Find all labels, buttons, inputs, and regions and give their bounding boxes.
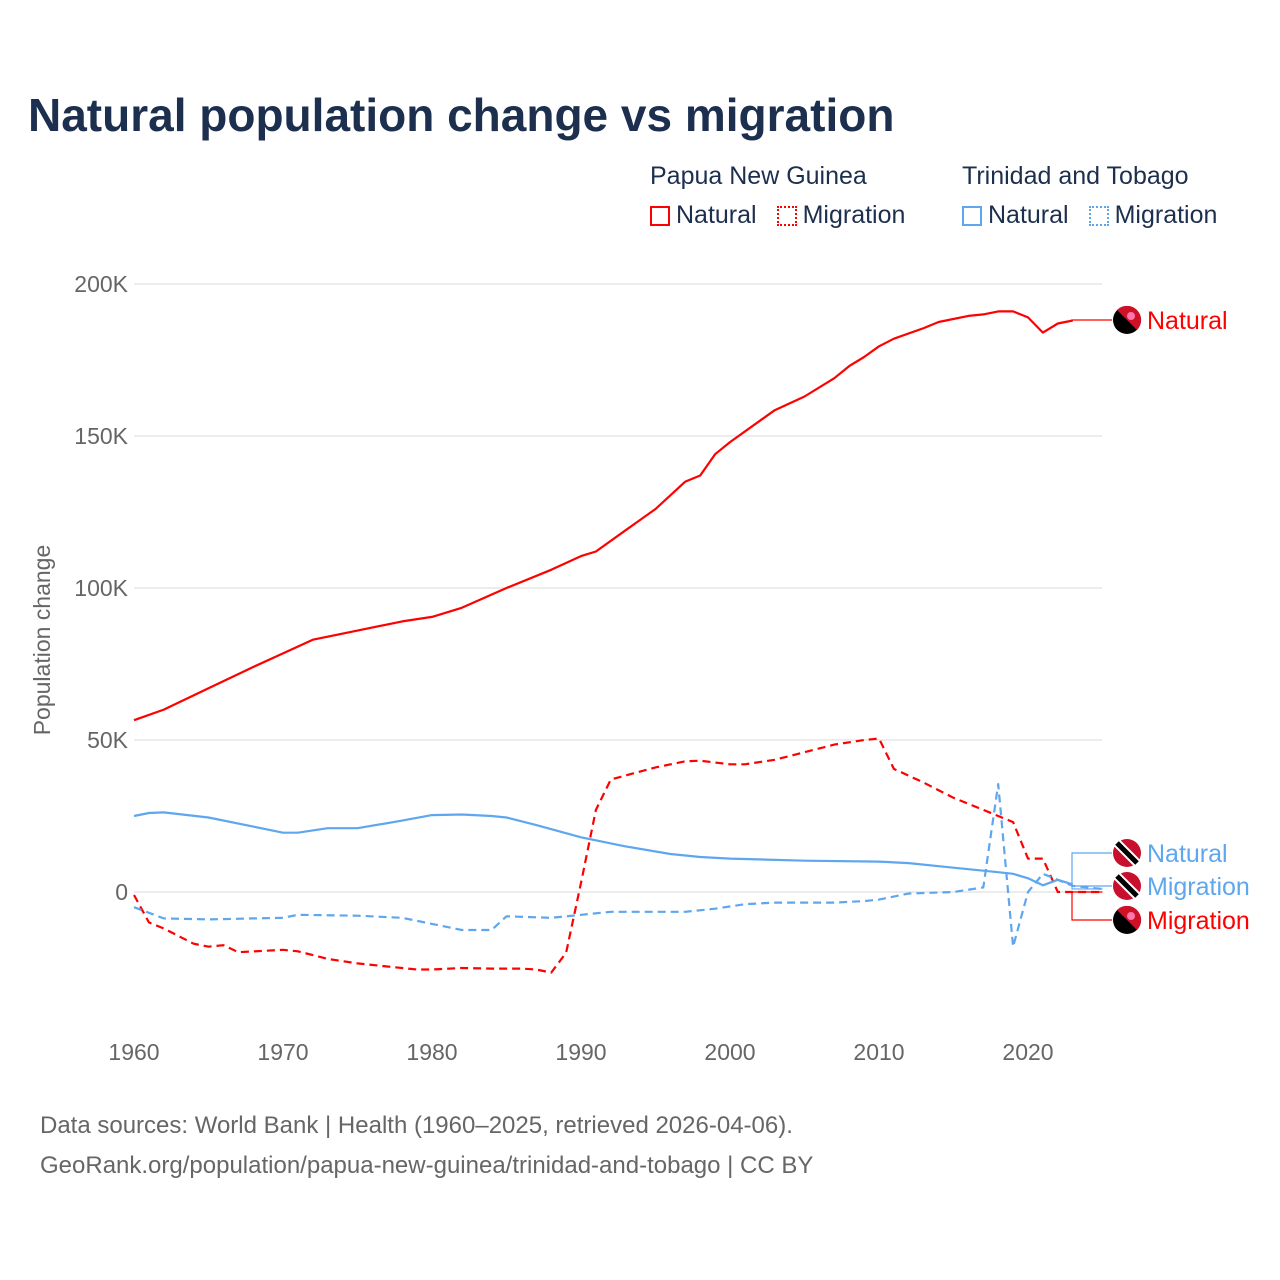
flag-black [1115, 874, 1139, 898]
series-line-trinidad-and-tobago-migration [133, 783, 1103, 948]
chart-title: Natural population change vs migration [28, 89, 895, 141]
flag-black [1115, 841, 1139, 865]
label-connector [1071, 891, 1112, 921]
data-source: Data sources: World Bank | Health (1960–… [40, 1112, 793, 1139]
png-flag-icon [1113, 305, 1142, 334]
legend-group-png: Papua New Guinea Natural Migration [650, 162, 925, 233]
series-line-trinidad-and-tobago-natural [133, 811, 1074, 887]
flag-bird [1127, 312, 1135, 320]
legend-label: Natural [988, 201, 1069, 229]
y-tick-label: 100K [74, 575, 128, 601]
label-connector [1071, 885, 1112, 890]
x-tick-label: 1990 [555, 1039, 606, 1065]
end-label: Natural [1147, 840, 1228, 868]
tt-flag-icon [1113, 839, 1141, 867]
y-tick-label: 0 [115, 879, 128, 905]
x-tick-label: 1980 [406, 1039, 457, 1065]
legend-group-tt: Trinidad and Tobago Natural Migration [962, 162, 1217, 233]
legend-label: Natural [676, 201, 757, 229]
legend-title: Trinidad and Tobago [962, 162, 1189, 190]
legend-label: Migration [802, 201, 906, 229]
source-url[interactable]: GeoRank.org/population/papua-new-guinea/… [40, 1152, 814, 1179]
end-label: Migration [1147, 873, 1250, 901]
legend-swatch-solid-icon [962, 205, 982, 226]
flag-bird [1127, 912, 1135, 920]
label-connector [1071, 852, 1112, 885]
x-tick-label: 1970 [257, 1039, 308, 1065]
y-tick-label: 200K [74, 271, 128, 297]
x-tick-label: 2010 [853, 1039, 904, 1065]
y-tick-label: 150K [74, 423, 128, 449]
series-line-papua-new-guinea-migration [133, 737, 1103, 974]
legend-label: Migration [1114, 201, 1218, 229]
legend-swatch-solid-icon [650, 205, 670, 226]
x-tick-label: 2000 [704, 1039, 755, 1065]
series-line-papua-new-guinea-natural [133, 310, 1073, 722]
footer: Data sources: World Bank | Health (1960–… [40, 1106, 813, 1186]
end-label: Migration [1147, 907, 1250, 935]
x-tick-label: 1960 [108, 1039, 159, 1065]
legend-item[interactable]: Natural [962, 201, 1069, 230]
legend-item[interactable]: Migration [1088, 201, 1218, 230]
legend-swatch-dotted-icon [776, 205, 797, 226]
png-flag-icon [1113, 905, 1142, 934]
tt-flag-icon [1113, 872, 1141, 900]
legend-item[interactable]: Migration [776, 201, 906, 230]
x-tick-label: 2020 [1002, 1039, 1053, 1065]
legend-item[interactable]: Natural [650, 201, 757, 230]
end-label: Natural [1147, 307, 1228, 335]
y-tick-label: 50K [87, 727, 129, 753]
legend-swatch-dotted-icon [1088, 205, 1109, 226]
legend-title: Papua New Guinea [650, 162, 867, 190]
y-axis-label: Population change [29, 545, 55, 736]
